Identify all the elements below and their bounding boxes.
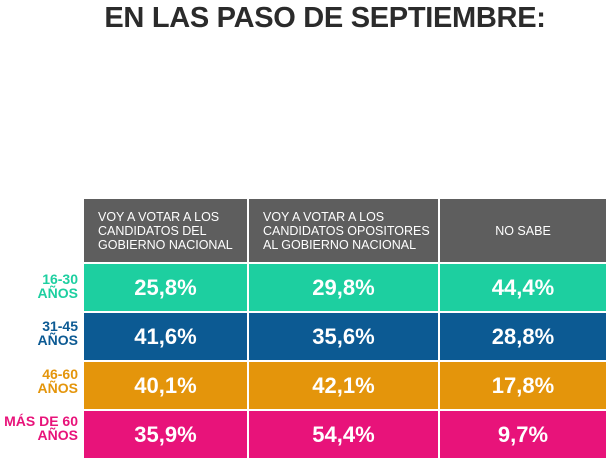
cell-value: 35,6% — [249, 313, 438, 360]
table-row: 35,9% 54,4% 9,7% — [84, 411, 606, 458]
results-table: VOY A VOTAR A LOS CANDIDATOS DEL GOBIERN… — [82, 197, 608, 460]
cell-value: 42,1% — [249, 362, 438, 409]
cell-value: 44,4% — [440, 264, 606, 311]
table-row: 40,1% 42,1% 17,8% — [84, 362, 606, 409]
cell-value: 25,8% — [84, 264, 247, 311]
cell-value: 40,1% — [84, 362, 247, 409]
column-header: NO SABE — [440, 199, 606, 262]
cell-value: 17,8% — [440, 362, 606, 409]
cell-value: 29,8% — [249, 264, 438, 311]
row-label: MÁS DE 60 AÑOS — [4, 412, 78, 443]
row-label: 16-30 AÑOS — [37, 271, 78, 301]
cell-value: 35,9% — [84, 411, 247, 458]
cell-value: 54,4% — [249, 411, 438, 458]
page-title: EN LAS PASO DE SEPTIEMBRE: — [104, 2, 546, 34]
row-label: 31-45 AÑOS — [37, 318, 78, 349]
table-row: 25,8% 29,8% 44,4% — [84, 264, 606, 311]
column-header: VOY A VOTAR A LOS CANDIDATOS DEL GOBIERN… — [84, 199, 247, 262]
column-header: VOY A VOTAR A LOS CANDIDATOS OPOSITORES … — [249, 199, 438, 262]
cell-value: 28,8% — [440, 313, 606, 360]
row-label: 46-60 AÑOS — [37, 365, 78, 396]
cell-value: 9,7% — [440, 411, 606, 458]
table-row: 41,6% 35,6% 28,8% — [84, 313, 606, 360]
cell-value: 41,6% — [84, 313, 247, 360]
